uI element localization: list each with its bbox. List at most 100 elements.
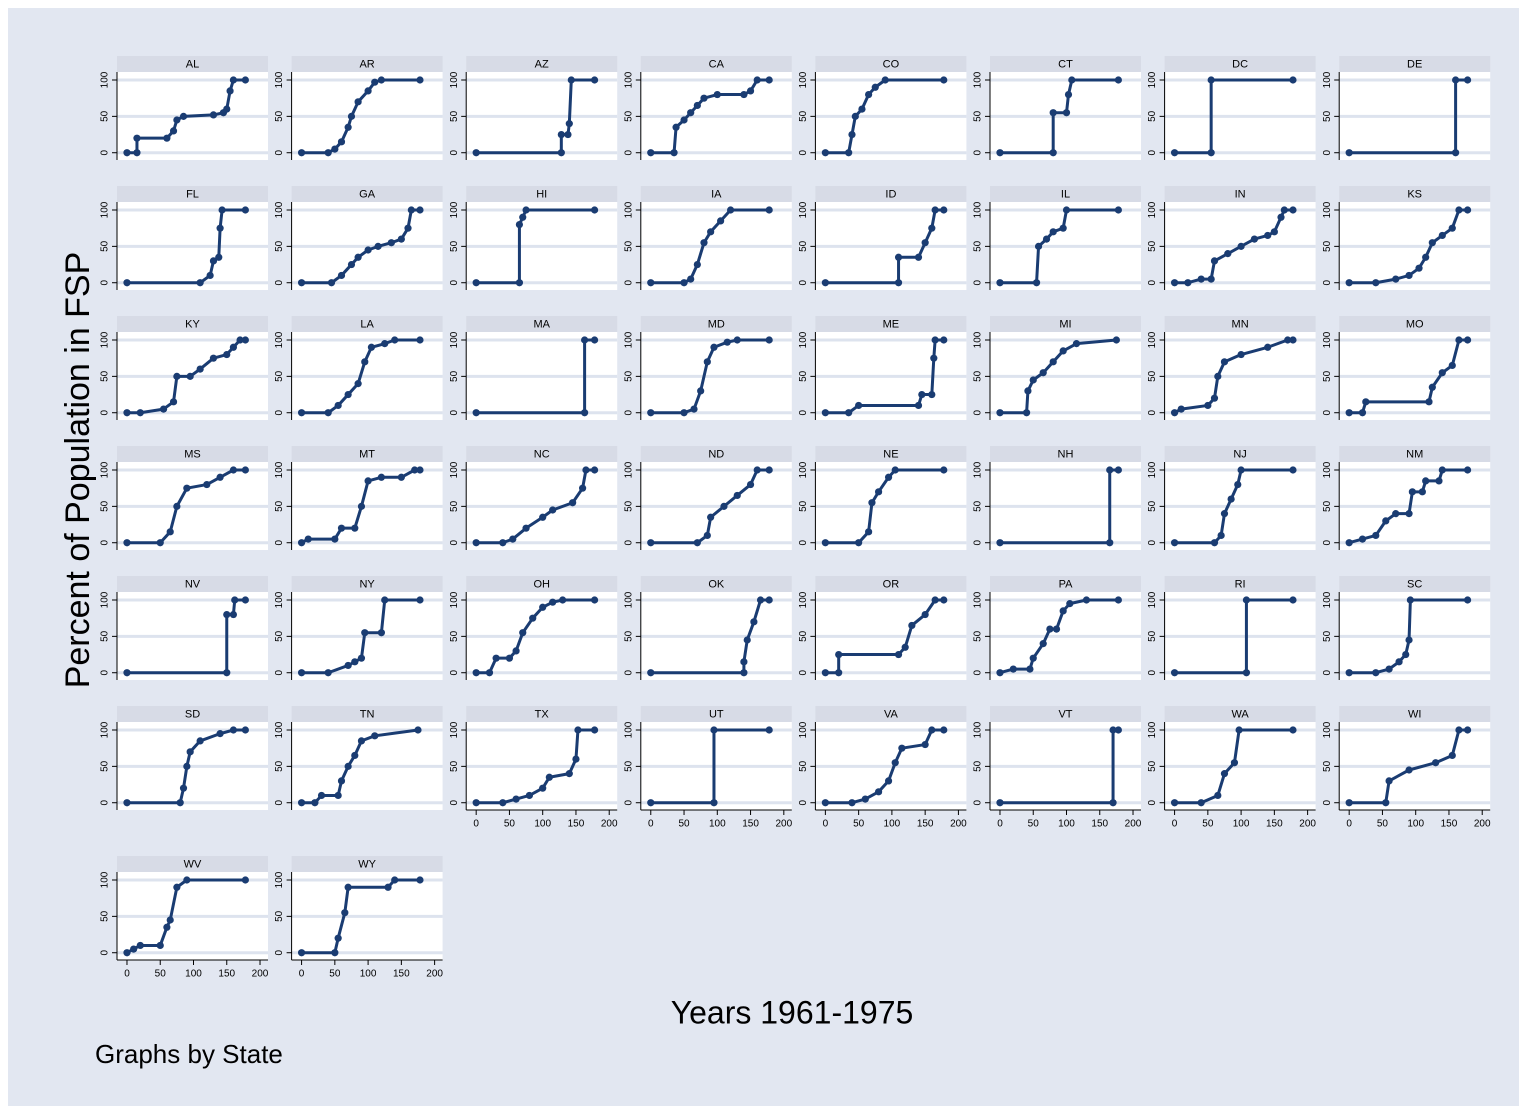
data-point bbox=[1264, 231, 1272, 240]
data-point bbox=[1264, 343, 1272, 351]
data-point bbox=[1217, 531, 1225, 540]
data-point bbox=[1029, 654, 1037, 662]
data-point bbox=[1452, 149, 1460, 157]
data-point bbox=[387, 239, 395, 247]
y-tick-label: 50 bbox=[449, 110, 460, 122]
data-point bbox=[404, 224, 412, 232]
data-point bbox=[1463, 596, 1472, 604]
data-point bbox=[928, 224, 936, 232]
data-point bbox=[921, 610, 929, 619]
data-point bbox=[229, 610, 238, 619]
data-point bbox=[559, 596, 567, 604]
y-tick-label: 50 bbox=[623, 630, 634, 642]
y-tick-label: 50 bbox=[798, 240, 809, 252]
x-tick-label: 200 bbox=[426, 969, 443, 980]
data-point bbox=[186, 372, 194, 380]
y-tick-label: 50 bbox=[798, 110, 809, 122]
data-point bbox=[672, 123, 680, 131]
panel-title: WY bbox=[358, 858, 376, 870]
x-tick-label: 0 bbox=[1346, 819, 1352, 830]
data-point bbox=[297, 149, 306, 157]
x-tick-label: 200 bbox=[950, 819, 967, 830]
data-point bbox=[703, 531, 711, 540]
y-tick-label: 0 bbox=[100, 280, 111, 286]
panel-title: NH bbox=[1058, 448, 1074, 460]
series-line bbox=[476, 468, 595, 545]
data-point bbox=[216, 730, 224, 738]
series-line bbox=[1173, 338, 1293, 415]
data-point bbox=[647, 539, 655, 547]
panel-title: CO bbox=[883, 58, 900, 70]
series-line bbox=[1349, 728, 1468, 805]
data-point bbox=[416, 596, 424, 604]
y-tick-label: 50 bbox=[274, 240, 285, 252]
data-point bbox=[574, 726, 582, 734]
y-tick-label: 0 bbox=[1322, 150, 1333, 156]
data-point bbox=[357, 737, 366, 745]
x-axis-label: Years 1961-1975 bbox=[671, 994, 914, 1030]
y-tick-label: 0 bbox=[1322, 410, 1333, 416]
data-point bbox=[1066, 600, 1074, 608]
data-point bbox=[1114, 596, 1122, 604]
y-tick-label: 100 bbox=[274, 721, 285, 738]
data-point bbox=[851, 112, 859, 120]
data-point bbox=[472, 149, 480, 157]
x-tick-label: 0 bbox=[823, 819, 829, 830]
data-point bbox=[499, 539, 507, 547]
data-point bbox=[931, 336, 939, 344]
data-point bbox=[1289, 596, 1297, 604]
data-point bbox=[697, 387, 705, 395]
data-point bbox=[361, 629, 369, 637]
data-point bbox=[1382, 799, 1390, 807]
data-point bbox=[565, 770, 573, 778]
panel-header bbox=[990, 186, 1141, 202]
data-point bbox=[416, 876, 424, 884]
y-tick-label: 100 bbox=[798, 591, 809, 608]
data-point bbox=[1082, 596, 1091, 604]
data-point bbox=[928, 390, 936, 399]
data-point bbox=[196, 737, 204, 745]
panel-header bbox=[990, 316, 1141, 332]
panel-header bbox=[990, 56, 1141, 72]
data-point bbox=[940, 596, 948, 604]
panel-header bbox=[117, 186, 268, 202]
data-point bbox=[539, 513, 547, 521]
data-point bbox=[512, 795, 520, 803]
data-point bbox=[519, 629, 527, 637]
y-tick-label: 100 bbox=[100, 331, 111, 348]
x-tick-label: 50 bbox=[1028, 819, 1040, 830]
panel-header bbox=[990, 706, 1141, 722]
panel-header bbox=[117, 576, 268, 592]
data-point bbox=[894, 650, 903, 659]
data-point bbox=[1109, 799, 1117, 807]
y-tick-label: 0 bbox=[798, 540, 809, 546]
y-tick-label: 50 bbox=[798, 500, 809, 512]
data-point bbox=[821, 669, 829, 677]
data-point bbox=[572, 755, 580, 763]
data-point bbox=[1448, 751, 1456, 760]
data-point bbox=[1184, 279, 1192, 287]
panel-title: ID bbox=[885, 188, 896, 200]
data-point bbox=[344, 390, 352, 399]
x-tick-label: 150 bbox=[1091, 819, 1108, 830]
data-point bbox=[996, 539, 1004, 547]
data-point bbox=[1345, 409, 1353, 417]
data-point bbox=[707, 228, 715, 236]
data-point bbox=[334, 791, 342, 800]
data-point bbox=[173, 502, 181, 510]
data-point bbox=[884, 777, 893, 785]
data-point bbox=[1345, 539, 1353, 547]
data-point bbox=[159, 405, 168, 413]
y-tick-label: 0 bbox=[1147, 800, 1158, 806]
data-point bbox=[169, 127, 178, 135]
x-tick-label: 150 bbox=[1441, 819, 1458, 830]
panel-title: OH bbox=[533, 578, 550, 590]
panel-header bbox=[1339, 56, 1491, 72]
y-tick-label: 100 bbox=[1322, 591, 1333, 608]
data-point bbox=[928, 726, 936, 734]
note: Graphs by State bbox=[95, 1039, 283, 1069]
x-tick-label: 0 bbox=[648, 819, 654, 830]
y-tick-label: 100 bbox=[449, 721, 460, 738]
y-tick-label: 100 bbox=[100, 721, 111, 738]
